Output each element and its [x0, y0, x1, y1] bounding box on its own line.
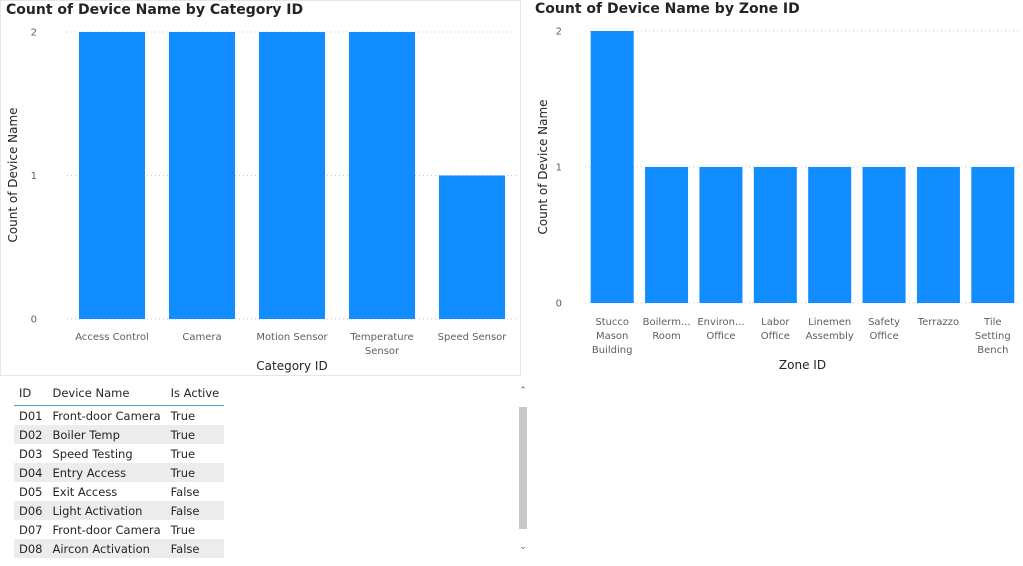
y-tick-label: 1: [556, 163, 562, 174]
cell-device-name: Aircon Activation: [47, 539, 166, 558]
cell-id: D01: [19, 408, 43, 423]
cell-is-active: True: [170, 408, 196, 423]
bar[interactable]: [439, 175, 505, 320]
chevron-up-icon[interactable]: ⌃: [519, 386, 527, 396]
bar[interactable]: [169, 32, 235, 319]
chart-title: Count of Device Name by Category ID: [6, 2, 304, 18]
cell-device-name: Speed Testing: [52, 446, 133, 461]
cell-id: D03: [19, 446, 43, 461]
cell-device-name: Front-door Camera: [52, 408, 161, 423]
cell-id: D04: [14, 463, 48, 482]
chart-title: Count of Device Name by Zone ID: [535, 1, 800, 17]
table-row[interactable]: D03 Speed Testing True: [14, 444, 224, 463]
x-category-label: Linemen Assembly: [806, 317, 854, 342]
category-bar-chart: 0 1 2 Access Control Camera Motion Sensor Temp…: [6, 28, 517, 373]
table-row[interactable]: D02 Boiler Temp True: [14, 425, 225, 444]
cell-is-active: False: [165, 501, 225, 520]
bar[interactable]: [349, 32, 415, 319]
x-category-label: Safety Office: [868, 317, 900, 342]
x-category-label: Access Control: [75, 332, 149, 343]
cell-id: D08: [14, 539, 48, 558]
x-category-label: Environ... Office: [697, 317, 744, 342]
cell-is-active: True: [165, 425, 225, 444]
table-header-row: ID Device Name Is Active: [14, 381, 225, 406]
x-category-label: Tile Setting Bench: [975, 317, 1011, 356]
cell-is-active: False: [165, 539, 225, 558]
cell-device-name: Entry Access: [47, 463, 166, 482]
cell-device-name: Front-door Camera: [52, 522, 161, 537]
bar[interactable]: [753, 167, 797, 303]
bar[interactable]: [259, 32, 325, 319]
bar[interactable]: [79, 32, 145, 319]
table-row[interactable]: D08 Aircon Activation False: [14, 539, 225, 558]
x-axis-title: Zone ID: [779, 358, 826, 372]
category-chart-panel: Count of Device Name by Category ID 0 1 2 A…: [0, 0, 521, 376]
bar[interactable]: [916, 167, 960, 303]
cell-device-name: Exit Access: [52, 484, 118, 499]
table-row[interactable]: D04 Entry Access True: [14, 463, 225, 482]
table-row[interactable]: D05 Exit Access False: [14, 482, 224, 501]
bar[interactable]: [808, 167, 852, 303]
table-scrollbar[interactable]: ⌃ ⌄: [518, 381, 528, 561]
bar[interactable]: [971, 167, 1015, 303]
y-tick-label: 0: [556, 299, 562, 310]
scrollbar-thumb[interactable]: [519, 407, 527, 529]
x-category-label: Labor Office: [761, 317, 791, 342]
table-row[interactable]: D07 Front-door Camera True: [14, 520, 224, 539]
cell-is-active: True: [170, 522, 196, 537]
x-category-label: Stucco Mason Building: [592, 317, 633, 356]
bar[interactable]: [699, 167, 743, 303]
bar[interactable]: [645, 167, 689, 303]
cell-is-active: True: [170, 446, 196, 461]
y-tick-label: 2: [31, 28, 37, 39]
column-header-id[interactable]: ID: [14, 381, 48, 406]
cell-device-name: Boiler Temp: [47, 425, 166, 444]
zone-chart-panel: Count of Device Name by Zone ID 0 1 2 Stucc…: [528, 0, 1023, 376]
x-category-label: Motion Sensor: [256, 332, 328, 343]
cell-id: D05: [19, 484, 43, 499]
x-category-label: Camera: [182, 332, 221, 343]
bar[interactable]: [590, 31, 634, 303]
bar[interactable]: [862, 167, 906, 303]
column-header-is-active[interactable]: Is Active: [165, 381, 225, 406]
cell-device-name: Light Activation: [47, 501, 166, 520]
y-tick-label: 1: [31, 171, 37, 182]
table-row[interactable]: D01 Front-door Camera True: [14, 406, 224, 426]
y-axis-title: Count of Device Name: [6, 107, 20, 242]
x-axis-title: Category ID: [256, 359, 327, 373]
cell-id: D07: [19, 522, 43, 537]
y-axis-title: Count of Device Name: [536, 99, 550, 234]
y-tick-label: 0: [31, 315, 37, 326]
cell-is-active: False: [170, 484, 200, 499]
cell-id: D02: [14, 425, 48, 444]
cell-is-active: True: [165, 463, 225, 482]
device-table: ID Device Name Is Active D01 Front-door C…: [14, 381, 225, 558]
column-header-device-name[interactable]: Device Name: [47, 381, 166, 406]
x-category-label: Boilerm... Room: [643, 317, 691, 342]
x-category-label: Terrazzo: [917, 317, 959, 328]
chevron-down-icon[interactable]: ⌄: [519, 542, 527, 552]
table-row[interactable]: D06 Light Activation False: [14, 501, 225, 520]
x-category-label: Temperature Sensor: [349, 332, 413, 357]
device-table-panel: ID Device Name Is Active D01 Front-door C…: [12, 381, 528, 566]
y-tick-label: 2: [556, 27, 562, 38]
cell-id: D06: [14, 501, 48, 520]
x-category-label: Speed Sensor: [438, 332, 508, 343]
zone-bar-chart: 0 1 2 Stucco Mason Building Boilerm... RoomEnvi…: [536, 27, 1020, 372]
